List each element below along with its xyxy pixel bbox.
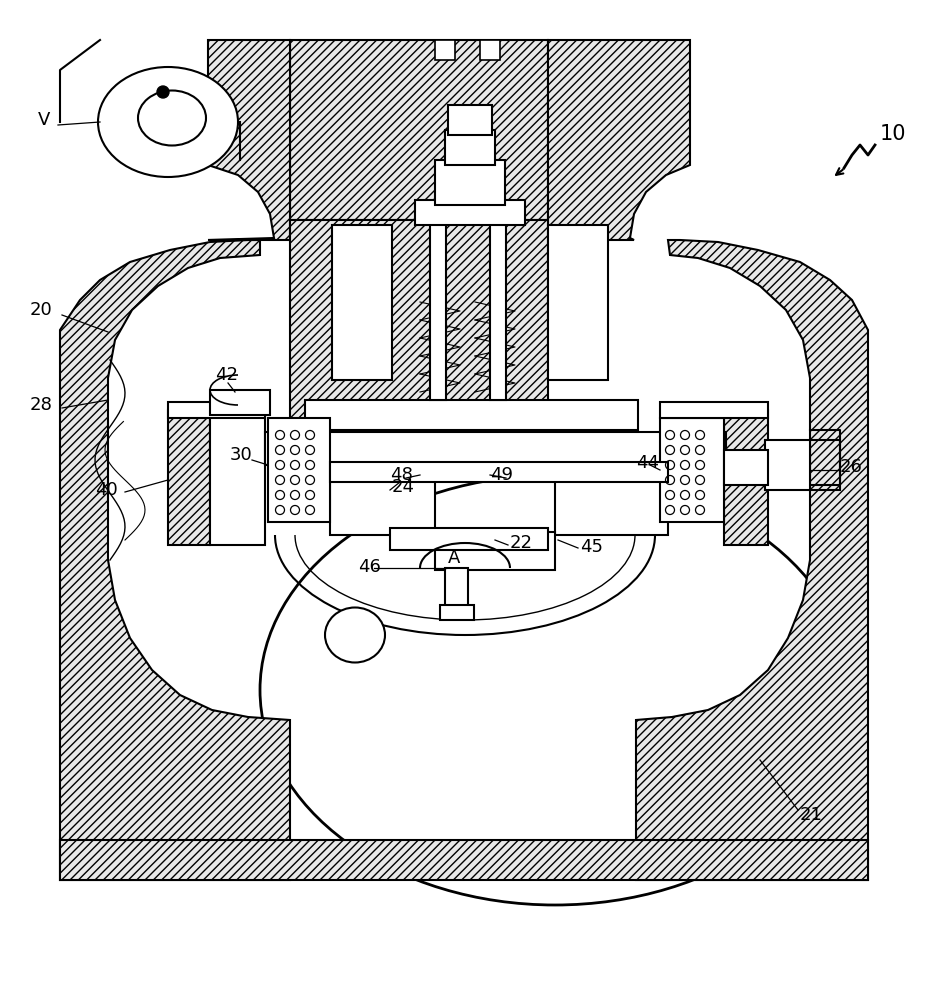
Polygon shape — [414, 200, 525, 225]
Text: 42: 42 — [215, 366, 237, 384]
Polygon shape — [208, 40, 289, 240]
Text: 49: 49 — [489, 466, 513, 484]
Text: 44: 44 — [635, 454, 658, 472]
Text: 46: 46 — [358, 558, 380, 576]
Ellipse shape — [324, 607, 385, 662]
Text: 45: 45 — [579, 538, 603, 556]
Polygon shape — [289, 40, 548, 220]
Text: 26: 26 — [839, 458, 862, 476]
Polygon shape — [289, 220, 548, 420]
Polygon shape — [210, 390, 270, 415]
Circle shape — [157, 86, 169, 98]
Polygon shape — [168, 402, 265, 418]
Polygon shape — [479, 40, 500, 60]
Ellipse shape — [260, 475, 849, 905]
Polygon shape — [435, 160, 504, 205]
Text: 20: 20 — [30, 301, 53, 319]
Polygon shape — [764, 440, 809, 490]
Text: 30: 30 — [230, 446, 252, 464]
Polygon shape — [305, 400, 638, 430]
Polygon shape — [723, 410, 768, 545]
Text: 48: 48 — [389, 466, 413, 484]
Polygon shape — [60, 840, 867, 880]
Polygon shape — [330, 480, 435, 535]
Polygon shape — [265, 432, 725, 465]
Polygon shape — [389, 528, 548, 550]
Text: 22: 22 — [510, 534, 532, 552]
Text: A: A — [448, 549, 460, 567]
Polygon shape — [435, 40, 454, 60]
Text: 28: 28 — [30, 396, 53, 414]
Polygon shape — [548, 40, 690, 240]
Polygon shape — [445, 130, 494, 165]
Polygon shape — [548, 225, 607, 380]
Polygon shape — [210, 410, 265, 545]
Polygon shape — [445, 568, 467, 610]
Polygon shape — [448, 105, 491, 135]
Polygon shape — [723, 450, 768, 485]
Polygon shape — [60, 240, 289, 880]
Polygon shape — [809, 440, 839, 490]
Text: 10: 10 — [879, 124, 906, 144]
Ellipse shape — [98, 67, 237, 177]
Polygon shape — [489, 220, 505, 400]
Polygon shape — [659, 418, 723, 522]
Polygon shape — [168, 410, 210, 545]
Polygon shape — [635, 240, 867, 880]
Text: V: V — [38, 111, 50, 129]
Polygon shape — [330, 462, 667, 482]
Polygon shape — [435, 532, 554, 570]
Text: 40: 40 — [95, 481, 118, 499]
Polygon shape — [439, 605, 474, 620]
Polygon shape — [429, 220, 446, 400]
Polygon shape — [332, 225, 391, 380]
Polygon shape — [554, 480, 667, 535]
Text: 21: 21 — [799, 806, 822, 824]
Polygon shape — [659, 402, 768, 418]
Text: 24: 24 — [391, 478, 414, 496]
Polygon shape — [268, 418, 330, 522]
Ellipse shape — [138, 91, 206, 145]
